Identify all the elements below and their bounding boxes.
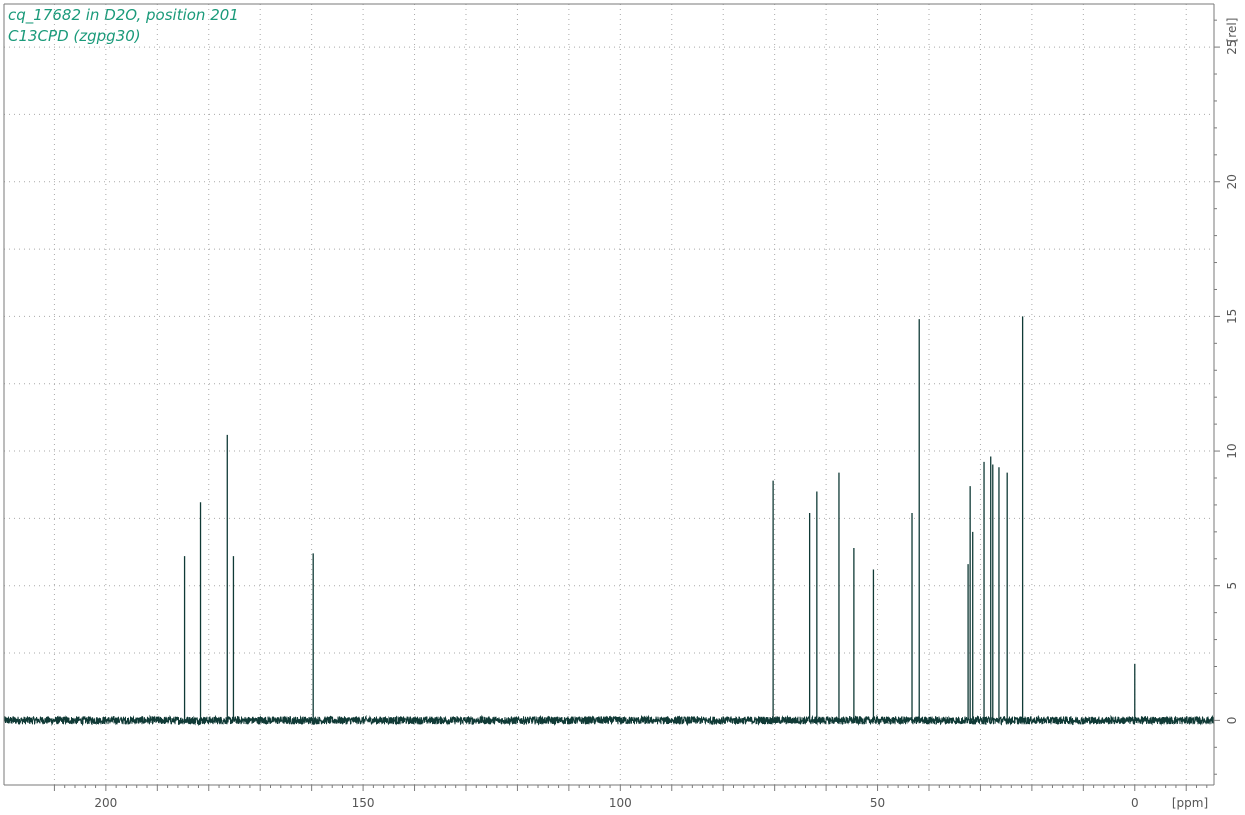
plot-frame	[3, 3, 1215, 786]
x-tick-label: 0	[1131, 796, 1139, 810]
y-axis-label: [rel]	[1225, 18, 1239, 43]
y-tick-label: 20	[1225, 174, 1239, 189]
x-axis-label: [ppm]	[1172, 796, 1208, 810]
baseline-noise	[3, 714, 1215, 727]
chart-subtitle: C13CPD (zgpg30)	[8, 27, 141, 45]
y-tick-label: 10	[1225, 443, 1239, 458]
x-axis: 200 150 100 50 0 [ppm]	[53, 785, 1208, 810]
x-tick-label: 50	[870, 796, 885, 810]
chart-title: cq_17682 in D2O, position 201	[8, 6, 239, 24]
y-axis: 0 5 10 15 20 25[rel]	[1214, 18, 1239, 775]
y-tick-label: 5	[1225, 582, 1239, 590]
x-tick-label: 100	[609, 796, 632, 810]
y-tick-label: 25	[1225, 39, 1239, 54]
x-tick-label: 150	[352, 796, 375, 810]
y-tick-label: 15	[1225, 309, 1239, 324]
grid	[4, 4, 1214, 785]
spectrum-trace	[3, 316, 1215, 727]
y-tick-label: 0	[1225, 717, 1239, 725]
x-tick-label: 200	[94, 796, 117, 810]
